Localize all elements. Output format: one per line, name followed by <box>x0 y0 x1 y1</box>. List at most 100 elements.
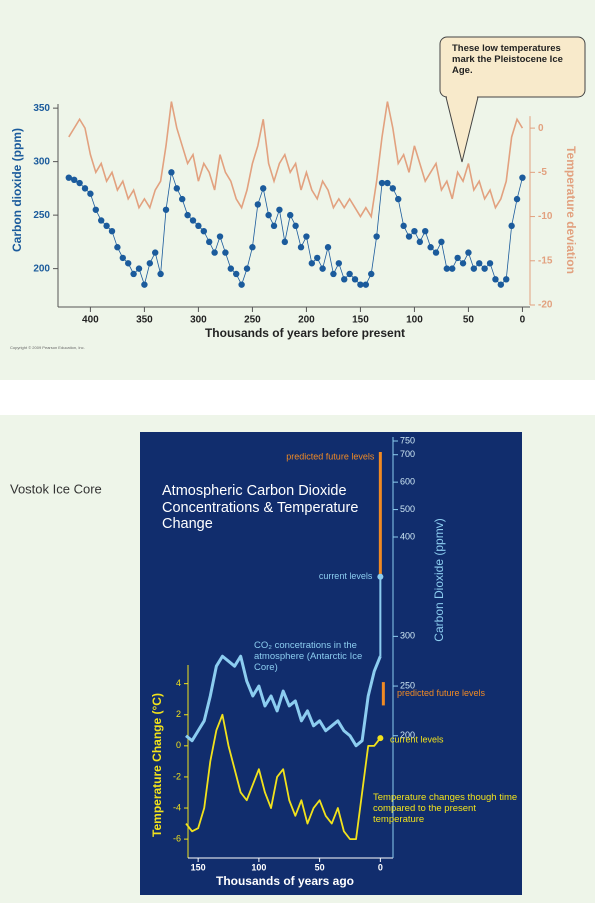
co2-dot <box>459 260 467 267</box>
y2-tick-label: -15 <box>538 255 553 266</box>
co2-dot <box>265 211 272 219</box>
co2-dot <box>422 227 429 235</box>
callout-text: These low temperatures mark the Pleistoc… <box>452 43 563 76</box>
temperature-line <box>68 101 524 219</box>
co2-dot <box>303 233 310 240</box>
co2-dot <box>449 265 456 272</box>
x-tick-label: 50 <box>315 862 325 872</box>
co2-dot <box>416 238 424 246</box>
co2-dot <box>141 281 148 288</box>
co2-dot <box>87 190 94 197</box>
co2-dot <box>270 222 278 230</box>
co2-dot <box>71 176 78 184</box>
co2-dot <box>157 270 164 278</box>
y-tick-label: 4 <box>176 678 181 688</box>
y-tick-label: 0 <box>176 740 181 750</box>
co2-current-label: current levels <box>319 571 373 581</box>
temperature-future-label: predicted future levels <box>397 688 486 698</box>
y2-tick-label: 400 <box>400 531 415 541</box>
y-tick-label: 200 <box>33 263 50 274</box>
co2-dot <box>319 265 326 272</box>
co2-dot <box>281 238 289 246</box>
co2-dot <box>497 281 505 288</box>
temperature-current-label: current levels <box>390 734 444 744</box>
co2-dot <box>184 211 191 219</box>
co2-dot <box>432 249 440 256</box>
co2-dot <box>373 233 380 240</box>
y-tick-label: -2 <box>173 771 181 781</box>
co2-dot <box>513 195 521 203</box>
co2-dot <box>152 249 159 256</box>
co2-dot <box>314 254 321 262</box>
co2-dot <box>324 244 332 251</box>
co2-current-dot <box>377 573 384 580</box>
slide-heading: Vostok Ice Core <box>10 481 102 496</box>
x-axis-title: Thousands of years before present <box>205 326 405 340</box>
y-tick-label: 350 <box>33 103 50 114</box>
x-tick-label: 350 <box>136 315 153 326</box>
y2-axis-title: Carbon Dioxide (ppmv) <box>432 518 446 641</box>
co2-dot <box>146 260 154 267</box>
co2-dot <box>384 179 391 187</box>
co2-dot <box>362 281 370 288</box>
temperature-label: Temperature changes though time compared… <box>373 792 518 825</box>
y-tick-label: 250 <box>33 210 50 221</box>
y2-tick-label: -10 <box>538 211 553 222</box>
co2-dot <box>179 195 186 203</box>
co2-dot <box>519 174 526 181</box>
y-tick-label: 300 <box>33 156 50 167</box>
co2-dot <box>254 201 262 208</box>
co2-dot <box>476 260 483 267</box>
co2-line <box>185 654 382 748</box>
co2-dot <box>216 233 224 240</box>
co2-dot <box>486 260 494 267</box>
co2-dot <box>389 185 397 192</box>
callout-box <box>439 36 586 98</box>
copyright: Copyright © 2009 Pearson Education, Inc. <box>10 345 85 350</box>
co2-dot <box>292 222 299 230</box>
co2-dot <box>103 222 110 230</box>
co2-dot <box>249 244 256 251</box>
co2-dot <box>211 249 218 256</box>
co2-dot <box>130 270 137 278</box>
temperature-line <box>185 713 382 841</box>
co2-dot <box>238 281 245 288</box>
y2-tick-label: 700 <box>400 449 415 459</box>
co2-dot <box>297 244 305 251</box>
co2-dot <box>400 222 407 230</box>
co2-dot <box>81 185 89 192</box>
x-axis-title: Thousands of years ago <box>216 874 354 888</box>
x-tick-label: 0 <box>378 862 383 872</box>
y-axis-title: Temperature Change (°C) <box>150 693 164 837</box>
y2-tick-label: 0 <box>538 123 544 134</box>
co2-dot <box>411 227 418 235</box>
co2-dot <box>114 244 121 251</box>
co2-dot <box>76 179 83 187</box>
co2-dot <box>260 185 267 192</box>
temperature-current-dot <box>377 735 384 742</box>
co2-dot <box>508 222 515 230</box>
co2-dot <box>233 270 240 278</box>
x-tick-label: 150 <box>352 315 369 326</box>
co2-dot <box>368 270 375 278</box>
co2-dot <box>308 260 316 267</box>
x-tick-label: 300 <box>190 315 207 326</box>
co2-future-label: predicted future levels <box>286 451 375 461</box>
co2-dot <box>65 174 73 181</box>
y2-tick-label: 200 <box>400 730 415 740</box>
x-tick-label: 200 <box>298 315 315 326</box>
x-tick-label: 100 <box>406 315 423 326</box>
y2-axis-title: Temperature deviation <box>564 146 578 274</box>
x-tick-label: 400 <box>82 315 99 326</box>
y2-tick-label: 750 <box>400 435 415 445</box>
co2-dot <box>405 233 413 240</box>
co2-dot <box>351 276 359 283</box>
co2-dot <box>443 265 451 272</box>
x-tick-label: 50 <box>463 315 475 326</box>
co2-dot <box>98 217 105 224</box>
co2-dot <box>465 249 472 256</box>
co2-dot <box>243 265 251 272</box>
callout-join <box>447 96 477 99</box>
co2-dot <box>227 265 235 272</box>
